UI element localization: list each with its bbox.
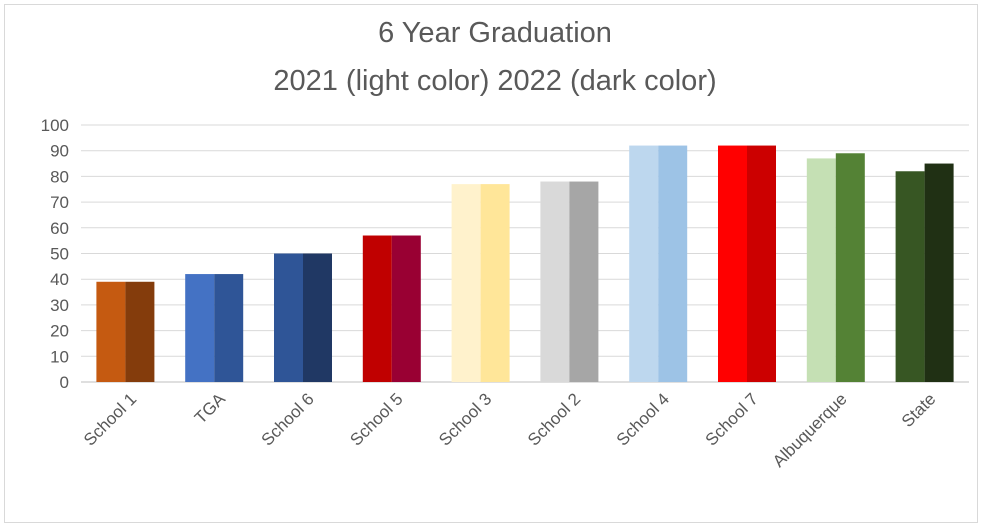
y-tick-label: 40 xyxy=(50,270,69,289)
bar-2021 xyxy=(806,158,836,382)
bar-2022 xyxy=(569,181,599,382)
chart-title: 6 Year Graduation xyxy=(378,17,612,49)
bar-2022 xyxy=(391,235,421,382)
bar-2022 xyxy=(924,163,954,382)
bar-2021 xyxy=(274,253,303,382)
bar-2021 xyxy=(895,171,925,382)
y-tick-label: 100 xyxy=(41,116,69,135)
x-tick-label: School 3 xyxy=(435,389,495,449)
bar-2021 xyxy=(185,274,215,382)
bar-chart: 6 Year Graduation 2021 (light color) 202… xyxy=(41,17,969,471)
x-tick-label: School 6 xyxy=(258,389,318,449)
x-tick-label: School 7 xyxy=(702,389,762,449)
bar-2022 xyxy=(658,145,688,382)
y-tick-label: 80 xyxy=(50,167,69,186)
bar-2022 xyxy=(835,153,865,382)
y-tick-label: 30 xyxy=(50,296,69,315)
y-tick-label: 90 xyxy=(50,142,69,161)
chart-frame: 6 Year Graduation 2021 (light color) 202… xyxy=(4,4,978,523)
y-tick-label: 10 xyxy=(50,347,69,366)
bar-2021 xyxy=(451,184,481,382)
y-tick-label: 0 xyxy=(60,373,69,392)
bar-2021 xyxy=(718,145,747,382)
bar-2021 xyxy=(96,281,126,382)
bar-2022 xyxy=(214,274,244,382)
x-tick-label: School 2 xyxy=(524,389,584,449)
y-tick-label: 70 xyxy=(50,193,69,212)
y-tick-label: 20 xyxy=(50,322,69,341)
y-tick-label: 60 xyxy=(50,219,69,238)
x-axis-labels: School 1 TGA School 6 School 5 School 3 Schoo… xyxy=(80,389,939,471)
x-tick-label: School 5 xyxy=(346,389,406,449)
bar-2022 xyxy=(303,253,332,382)
bar-2022 xyxy=(125,281,155,382)
x-tick-label: State xyxy=(898,389,940,431)
x-tick-label: Albuquerque xyxy=(769,389,851,471)
bar-2022 xyxy=(747,145,776,382)
y-tick-label: 50 xyxy=(50,245,69,264)
x-tick-label: School 1 xyxy=(80,389,140,449)
bar-2021 xyxy=(362,235,392,382)
bar-2021 xyxy=(629,145,659,382)
chart-subtitle: 2021 (light color) 2022 (dark color) xyxy=(273,65,716,97)
bars xyxy=(96,145,954,382)
x-tick-label: TGA xyxy=(191,389,230,428)
y-axis-ticks: 0 10 20 30 40 50 60 70 80 90 100 xyxy=(41,116,69,392)
x-tick-label: School 4 xyxy=(613,389,673,449)
bar-2021 xyxy=(540,181,570,382)
bar-2022 xyxy=(480,184,510,382)
